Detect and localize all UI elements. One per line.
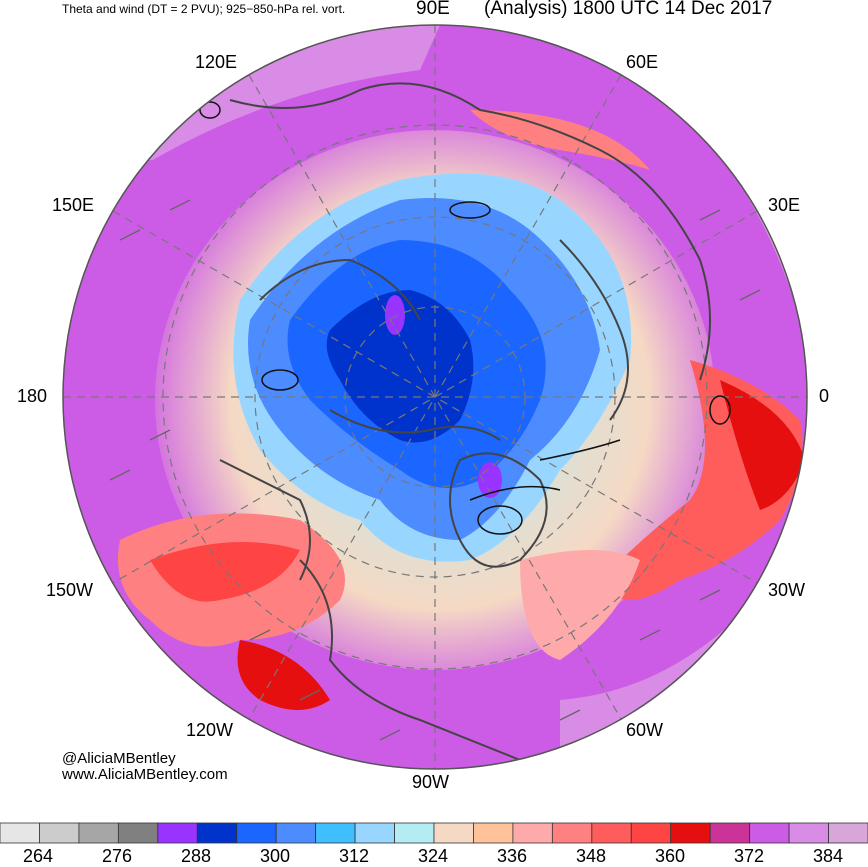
wind-barbs [109,199,761,741]
lon-label-150e: 150E [52,195,95,215]
colorbar-swatch [39,822,80,844]
colorbar-swatch [394,822,435,844]
colorbar-swatch [551,822,593,844]
colorbar-tick-label: 348 [576,846,607,866]
map-border [62,24,808,770]
credit-handle: @AliciaMBentley [62,750,176,767]
colorbar-tick-label: 276 [102,846,133,866]
colorbar-swatch [354,822,395,844]
lon-label-90w: 90W [412,772,450,792]
colorbar-swatch [788,822,829,844]
lon-label-90e: 90E [416,0,450,19]
theta-colorbar [0,822,868,844]
colorbar-swatch [315,822,356,844]
colorbar-tick-label: 372 [734,846,765,866]
colorbar-swatch [709,822,751,844]
colorbar-swatch [196,822,238,844]
colorbar-swatch [0,822,40,844]
lon-label-180: 180 [17,386,48,406]
colorbar-tick-label: 264 [23,846,54,866]
colorbar-swatch [275,822,317,844]
colorbar-swatch [78,822,119,844]
colorbar-swatch [236,822,277,844]
lon-label-30e: 30E [768,195,801,215]
colorbar-tick-label: 360 [655,846,686,866]
lon-label-120w: 120W [186,720,234,740]
vorticity-contours [199,101,731,535]
lon-label-0: 0 [819,386,830,406]
lon-label-60e: 60E [626,52,659,72]
lon-label-150w: 150W [46,580,94,600]
map-subtitle: Theta and wind (DT = 2 PVU); 925−850-hPa… [62,2,346,16]
map-title: (Analysis) 1800 UTC 14 Dec 2017 [484,0,773,19]
colorbar-swatch [630,822,672,844]
colorbar-swatch [512,822,553,844]
colorbar-swatch [157,822,198,844]
colorbar-swatch [591,822,632,844]
colorbar-swatch [473,822,514,844]
lon-label-120e: 120E [195,52,238,72]
lon-label-30w: 30W [768,580,806,600]
lon-label-60w: 60W [626,720,664,740]
colorbar-swatch [828,822,868,844]
colorbar-tick-label: 336 [497,846,528,866]
colorbar-tick-label: 288 [181,846,212,866]
graticule [63,25,807,769]
polar-stereographic-map [62,24,808,770]
colorbar-swatch [433,822,474,844]
colorbar-tick-label: 300 [260,846,291,866]
colorbar-tick-label: 384 [813,846,844,866]
credit-website: www.AliciaMBentley.com [62,766,228,783]
colorbar-tick-label: 312 [339,846,370,866]
colorbar-tick-label: 324 [418,846,449,866]
colorbar-swatch [749,822,790,844]
colorbar-swatch [670,822,711,844]
colorbar-swatch [117,822,159,844]
theta-field [63,25,807,769]
coastlines [219,82,711,761]
